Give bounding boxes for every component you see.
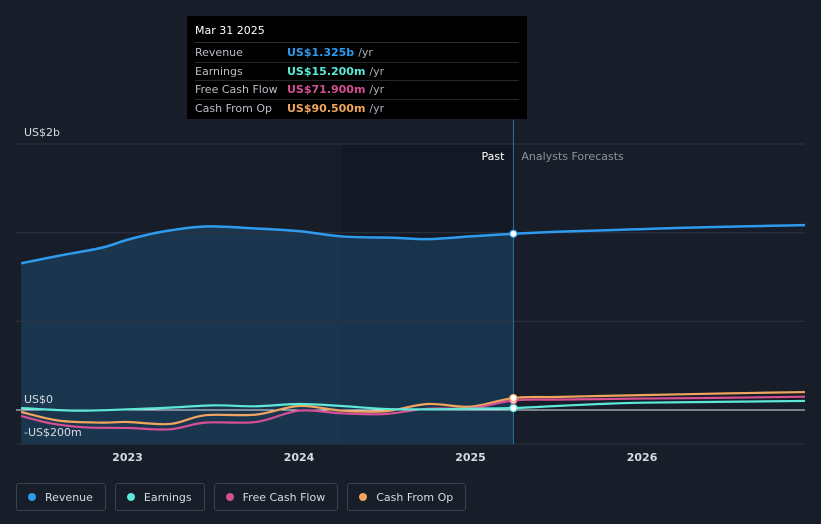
tooltip-label: Earnings [195,64,243,78]
y-tick-label: US$2b [24,126,60,139]
series-line-cash-from-op [20,390,806,426]
legend-label: Earnings [143,490,192,504]
forecast-label: Analysts Forecasts [521,150,624,163]
series-lines [20,223,806,431]
revenue-area [21,226,514,444]
series-line-earnings [21,399,806,412]
tooltip-date: Mar 31 2025 [195,22,519,43]
legend-dot-icon [359,493,368,501]
y-tick-label: -US$200m [24,426,82,439]
y-axis-labels: US$2b US$0 -US$200m [24,126,82,439]
legend-label: Cash From Op [376,490,454,504]
tooltip-label: Cash From Op [195,101,273,115]
tooltip-unit: /yr [369,83,385,96]
gridlines [16,143,805,445]
tooltip-row-cash-from-op: Cash From Op US$90.500m/yr [195,100,519,118]
tooltip-value: US$15.200m [287,64,366,78]
y-tick-label: US$0 [24,393,53,406]
x-tick-label: 2024 [284,451,315,464]
legend-dot-icon [225,493,234,501]
legend-item-cash-from-op[interactable]: Cash From Op [347,483,467,511]
tooltip-unit: /yr [369,64,385,78]
legend-item-revenue[interactable]: Revenue [16,483,106,511]
past-label: Past [481,150,505,163]
tooltip-row-free-cash-flow: Free Cash Flow US$71.900m/yr [195,81,519,100]
tooltip-row-earnings: Earnings US$15.200m/yr [195,63,519,81]
legend-label: Revenue [45,490,93,504]
tooltip-row-revenue: Revenue US$1.325b/yr [195,44,519,63]
marker-earnings [509,403,518,413]
series-line-free-cash-flow [20,395,806,431]
tooltip-value: US$90.500m [287,101,366,115]
tooltip-value: US$71.900m [287,83,366,96]
tooltip-label: Free Cash Flow [195,83,278,96]
legend-item-free-cash-flow[interactable]: Free Cash Flow [213,483,339,511]
marker-cash-from-op [509,393,518,403]
x-axis-labels: 2023 2024 2025 2026 [112,451,658,464]
x-tick-label: 2023 [112,451,143,464]
series-line-revenue [20,223,806,265]
x-tick-label: 2026 [627,451,658,464]
tooltip-label: Revenue [195,46,243,59]
legend-dot-icon [28,493,36,501]
tooltip-unit: /yr [358,46,373,59]
tooltip-value: US$1.325b [287,46,355,59]
x-tick-label: 2025 [455,451,486,464]
marker-revenue [509,229,518,238]
legend-item-earnings[interactable]: Earnings [114,483,205,511]
legend-dot-icon [126,493,135,501]
legend: Revenue Earnings Free Cash Flow Cash From O… [16,483,467,511]
legend-label: Free Cash Flow [242,490,326,504]
tooltip-unit: /yr [369,101,385,115]
series-markers [509,229,518,413]
tooltip: Mar 31 2025 Revenue US$1.325b/yr Earnings U… [187,16,527,119]
